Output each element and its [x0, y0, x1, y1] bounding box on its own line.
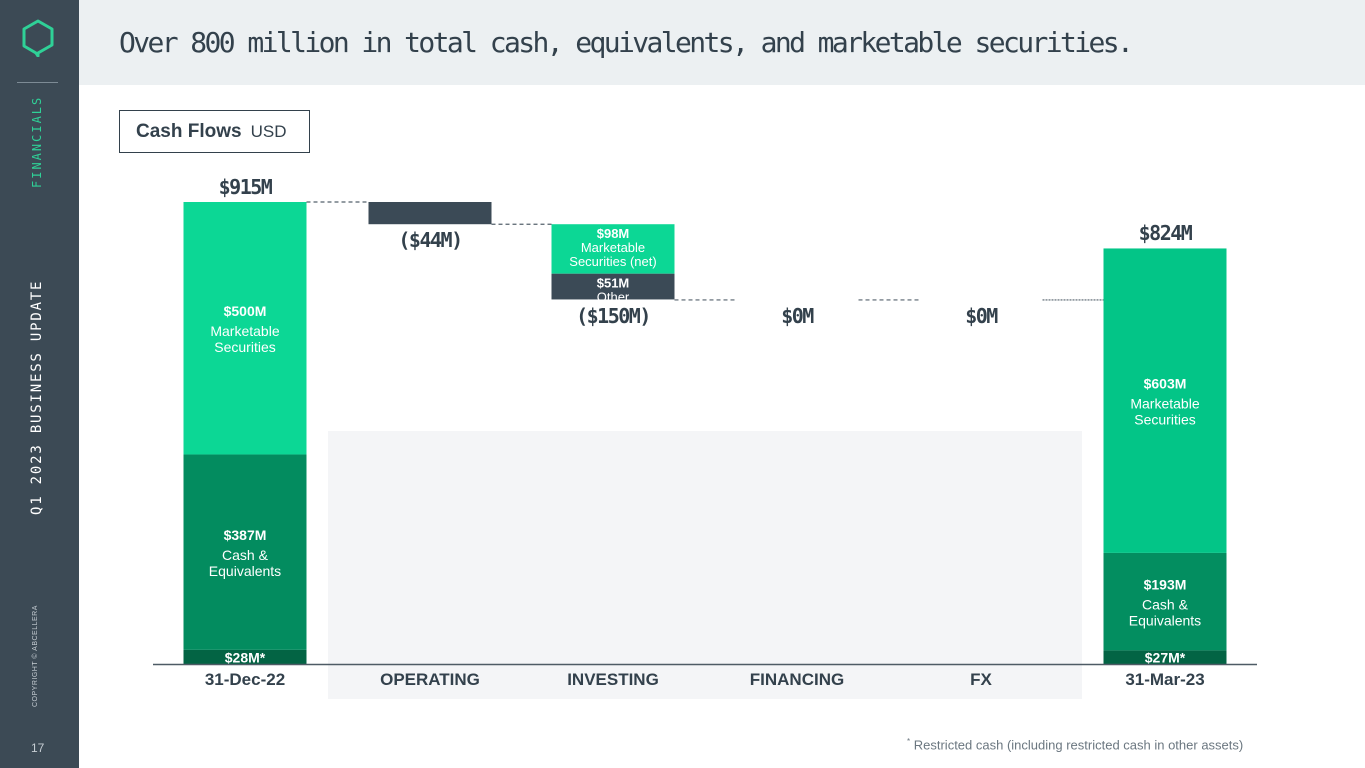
flow-segment-value: $98M [597, 226, 630, 241]
data-label-restricted-cash: $27M* [1145, 650, 1186, 666]
data-label-desc: Securities [214, 339, 275, 355]
bar-segment-cash-equivalents [1103, 552, 1227, 651]
footnote-text: Restricted cash (including restricted ca… [913, 737, 1244, 753]
data-label-desc: Securities [1134, 412, 1195, 428]
sidebar-divider [17, 82, 58, 83]
total-label: $915M [219, 175, 273, 199]
flow-value-label: $0M [781, 304, 814, 328]
data-label-desc: Equivalents [209, 563, 281, 579]
footnote: * Restricted cash (including restricted … [907, 737, 1243, 752]
flow-segment-value: $51M [597, 276, 630, 291]
legend-title: Cash Flows [136, 120, 242, 142]
abcellera-logo-icon [22, 19, 54, 57]
flow-segment-desc: Securities (net) [569, 254, 656, 269]
flow-segment-desc: Marketable [581, 240, 645, 255]
page-title: Over 800 million in total cash, equivale… [119, 26, 1134, 59]
footnote-marker: * [907, 737, 911, 746]
bar-segment-restricted-cash [183, 649, 307, 664]
data-label-value: $500M [224, 303, 267, 319]
flow-bar-other [551, 273, 675, 300]
legend-unit: USD [250, 121, 287, 141]
bar-segment-marketable-securities [183, 202, 307, 455]
flow-value-label: $0M [965, 304, 998, 328]
data-label-value: $193M [1144, 577, 1187, 593]
header-band: Over 800 million in total cash, equivale… [79, 0, 1365, 85]
data-label-value: $603M [1144, 376, 1187, 392]
flow-region-band [328, 431, 1082, 699]
x-tick-label: 31-Dec-22 [205, 670, 285, 689]
x-tick-label: 31-Mar-23 [1125, 670, 1204, 689]
data-label-desc: Cash & [1142, 597, 1189, 613]
total-label: $824M [1139, 221, 1193, 245]
data-label-desc: Equivalents [1129, 613, 1201, 629]
chart-legend-box: Cash Flows USD [119, 110, 310, 153]
data-label-value: $387M [224, 527, 267, 543]
bar-segment-restricted-cash [1103, 650, 1227, 664]
x-tick-label: INVESTING [567, 670, 659, 689]
data-label-desc: Marketable [210, 323, 279, 339]
sidebar: FINANCIALS Q1 2023 BUSINESS UPDATE COPYR… [0, 0, 79, 768]
bar-segment-cash-equivalents [183, 454, 307, 650]
bar-segment-marketable-securities [1103, 248, 1227, 553]
x-tick-label: FINANCING [750, 670, 844, 689]
x-tick-label: FX [970, 670, 992, 689]
flow-value-label: ($44M) [398, 228, 461, 252]
data-label-desc: Cash & [222, 547, 269, 563]
data-label-restricted-cash: $28M* [225, 650, 266, 666]
flow-segment-desc: Other [597, 290, 630, 305]
flow-bar-marketable-securities-net [551, 224, 675, 274]
flow-value-label: ($150M) [576, 304, 650, 328]
flow-bar-operating [368, 202, 492, 225]
x-tick-label: OPERATING [380, 670, 480, 689]
data-label-desc: Marketable [1130, 396, 1199, 412]
page-number: 17 [31, 741, 45, 755]
